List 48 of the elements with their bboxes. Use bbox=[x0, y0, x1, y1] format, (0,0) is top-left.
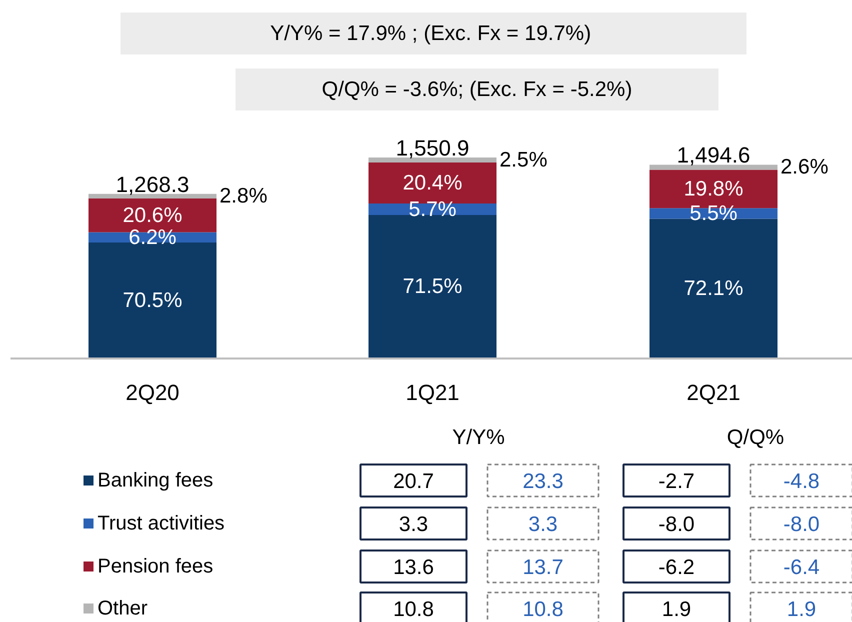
text: 13.7 bbox=[522, 556, 564, 579]
annotation: 20.4% bbox=[402, 172, 462, 195]
text: -6.4 bbox=[783, 556, 820, 579]
annotation: 6.2% bbox=[128, 226, 176, 249]
annotation: 2.8% bbox=[220, 184, 268, 208]
annotation: 1,550.9 bbox=[396, 136, 470, 160]
text: -6.2 bbox=[658, 556, 695, 579]
legend-label: Pension fees bbox=[98, 556, 214, 578]
legend-label: Other bbox=[98, 598, 148, 620]
bar bbox=[650, 218, 778, 358]
text: -8.0 bbox=[658, 513, 695, 536]
x-tick-label: 2Q21 bbox=[686, 380, 740, 405]
text: 10.8 bbox=[393, 598, 434, 621]
text: Q/Q% = -3.6%; (Exc. Fx = -5.2%) bbox=[322, 78, 632, 101]
text: 1.9 bbox=[662, 598, 692, 621]
legend-label: Trust activities bbox=[98, 512, 225, 534]
annotation: 2.5% bbox=[500, 148, 548, 172]
text: 1.9 bbox=[786, 598, 816, 621]
bar bbox=[88, 194, 216, 199]
text: 23.3 bbox=[522, 470, 564, 493]
text: 20.7 bbox=[393, 470, 434, 493]
annotation: 1,268.3 bbox=[116, 172, 190, 197]
text: 10.8 bbox=[522, 598, 564, 621]
annotation: 5.5% bbox=[690, 202, 738, 225]
text: -2.7 bbox=[658, 470, 695, 493]
annotation: 72.1% bbox=[684, 277, 744, 300]
annotation: 70.5% bbox=[122, 289, 182, 312]
text: Q/Q% bbox=[726, 426, 784, 449]
text: -8.0 bbox=[783, 513, 820, 536]
bar bbox=[368, 214, 496, 358]
text: 13.6 bbox=[393, 556, 434, 579]
text: 3.3 bbox=[528, 513, 558, 536]
bar bbox=[650, 164, 778, 170]
x-tick-label: 2Q20 bbox=[126, 380, 180, 405]
annotation: 1,494.6 bbox=[676, 142, 750, 168]
legend-label: Banking fees bbox=[98, 470, 214, 492]
annotation: 2.6% bbox=[780, 156, 828, 179]
text: 3.3 bbox=[398, 513, 428, 536]
annotation: 19.8% bbox=[684, 177, 744, 200]
text: Y/Y% bbox=[452, 426, 505, 449]
text: Y/Y% = 17.9% ; (Exc. Fx = 19.7%) bbox=[270, 22, 592, 45]
annotation: 5.7% bbox=[408, 198, 456, 221]
annotation: 71.5% bbox=[402, 275, 462, 298]
x-tick-label: 1Q21 bbox=[406, 380, 460, 405]
bar bbox=[368, 158, 496, 163]
text: -4.8 bbox=[783, 470, 820, 493]
annotation: 20.6% bbox=[122, 204, 182, 227]
bar bbox=[88, 242, 216, 358]
